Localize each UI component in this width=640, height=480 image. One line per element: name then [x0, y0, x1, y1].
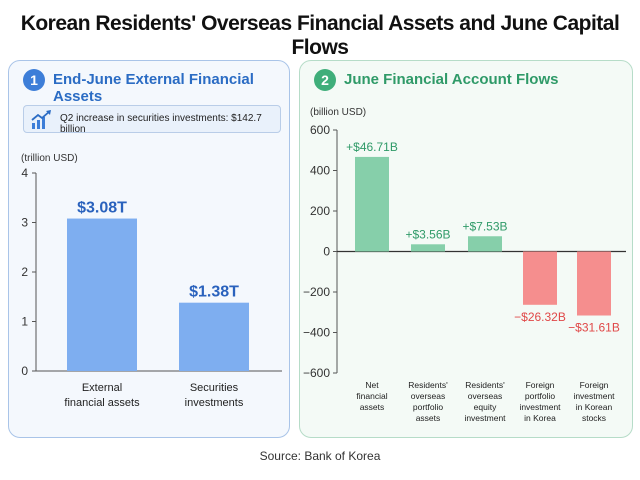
category-label: investment — [464, 413, 506, 423]
panel-number-badge: 1 — [23, 69, 45, 91]
panel-heading: End-June External Financial Assets — [53, 71, 254, 105]
category-label: stocks — [582, 413, 606, 423]
trend-up-icon — [30, 109, 54, 136]
bar-data-label: +$46.71B — [346, 140, 398, 154]
bar-4 — [523, 251, 557, 305]
panel-heading: June Financial Account Flows — [344, 71, 559, 88]
category-label: Foreign — [526, 380, 555, 390]
y-tick-label: 1 — [21, 315, 28, 329]
y-tick-label: 600 — [310, 123, 330, 137]
category-label: equity — [474, 402, 497, 412]
bar-2 — [179, 302, 249, 371]
category-label: Foreign — [580, 380, 609, 390]
category-label: in Korea — [524, 413, 556, 423]
category-label: Residents' — [408, 380, 448, 390]
bar-2 — [411, 244, 445, 252]
y-tick-label: 3 — [21, 216, 28, 230]
account-flows-panel: 2 June Financial Account Flows (billion … — [299, 60, 633, 438]
category-label: investment — [573, 391, 615, 401]
bar-1 — [355, 156, 389, 252]
y-tick-label: 2 — [21, 265, 28, 279]
category-label: Residents' — [465, 380, 505, 390]
bar-data-label: +$7.53B — [462, 219, 507, 233]
note-text: Q2 increase in securities investments: $… — [60, 113, 262, 135]
category-label: Securities — [190, 382, 239, 394]
bar-data-label: $3.08T — [77, 200, 127, 217]
bar-data-label: +$3.56B — [405, 227, 450, 241]
y-tick-label: 4 — [21, 166, 28, 180]
category-label: financial — [356, 391, 387, 401]
bar-5 — [577, 251, 611, 316]
category-label: External — [82, 382, 122, 394]
category-label: portfolio — [413, 402, 444, 412]
y-tick-label: 400 — [310, 164, 330, 178]
y-axis-unit: (billion USD) — [310, 107, 367, 118]
y-tick-label: −200 — [303, 285, 330, 299]
page-title: Korean Residents' Overseas Financial Ass… — [20, 12, 620, 59]
bar-3 — [468, 236, 502, 252]
y-axis-unit: (trillion USD) — [21, 153, 78, 164]
securities-note: Q2 increase in securities investments: $… — [23, 105, 281, 136]
panel-number-badge: 2 — [314, 69, 336, 91]
y-tick-label: −400 — [303, 326, 330, 340]
category-label: overseas — [411, 391, 446, 401]
category-label: financial assets — [64, 397, 140, 409]
category-label: investment — [519, 402, 561, 412]
y-tick-label: 200 — [310, 204, 330, 218]
category-label: investments — [185, 397, 244, 409]
bar-data-label: −$31.61B — [568, 321, 620, 335]
category-label: in Korean — [576, 402, 613, 412]
category-label: Net — [365, 380, 379, 390]
category-label: overseas — [468, 391, 503, 401]
y-tick-label: −600 — [303, 366, 330, 380]
source-note: Source: Bank of Korea — [259, 449, 381, 463]
bar-1 — [67, 218, 137, 371]
external-assets-panel: 1 End-June External Financial Assets Q2 … — [8, 60, 290, 438]
category-label: assets — [360, 402, 385, 412]
bar-data-label: $1.38T — [189, 284, 239, 301]
y-tick-label: 0 — [21, 364, 28, 378]
category-label: portfolio — [525, 391, 556, 401]
y-tick-label: 0 — [323, 245, 330, 259]
category-label: assets — [416, 413, 441, 423]
bar-data-label: −$26.32B — [514, 310, 566, 324]
